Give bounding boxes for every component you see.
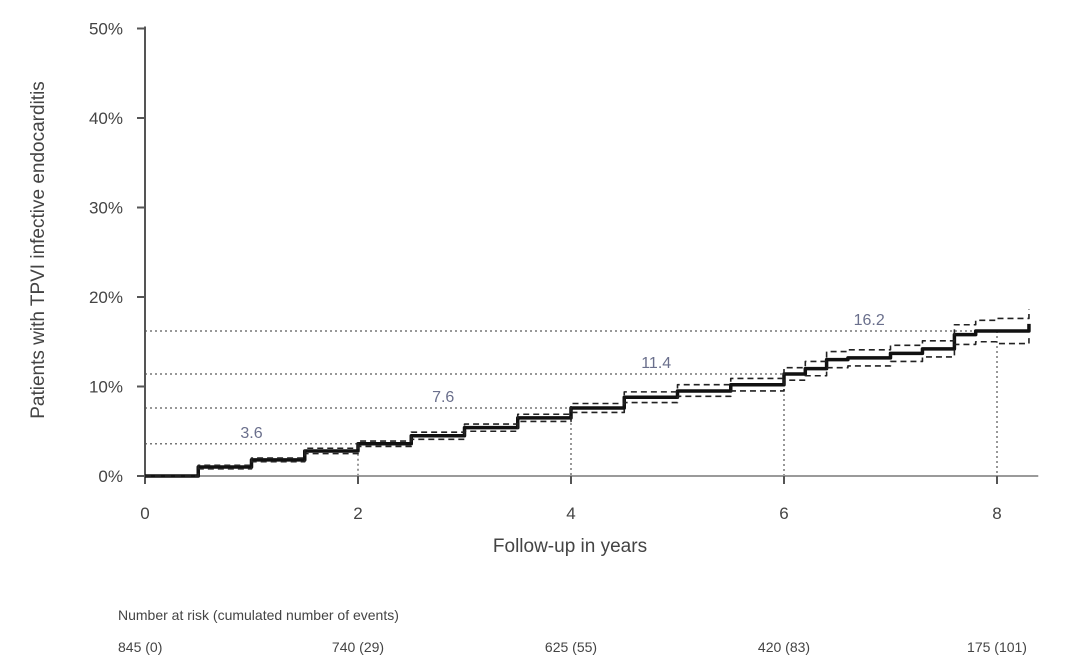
series-layer	[145, 309, 1031, 478]
risk-table-value: 740 (29)	[332, 639, 384, 655]
y-tick-label: 10%	[89, 378, 123, 397]
y-tick-label: 20%	[89, 288, 123, 307]
survival-curve	[145, 323, 1031, 478]
annotation-label: 11.4	[641, 355, 671, 372]
y-tick-label: 40%	[89, 109, 123, 128]
x-axis-title: Follow-up in years	[493, 536, 647, 557]
axes: 0% 10% 20% 30% 40% 50% 0 2 4 6 8	[89, 20, 1039, 523]
y-axis-title: Patients with TPVI infective endocarditi…	[28, 81, 49, 419]
risk-table-value: 420 (83)	[758, 639, 810, 655]
risk-table-value: 175 (101)	[967, 639, 1027, 655]
y-tick-label: 50%	[89, 20, 123, 39]
annotation-label: 3.6	[240, 425, 262, 442]
x-tick-label: 6	[779, 504, 788, 523]
risk-table-value: 625 (55)	[545, 639, 597, 655]
x-tick-label: 2	[353, 504, 362, 523]
risk-table-title: Number at risk (cumulated number of even…	[118, 607, 399, 623]
x-tick-label: 4	[566, 504, 575, 523]
risk-table: 845 (0) 740 (29) 625 (55) 420 (83) 175 (101)	[118, 639, 1027, 655]
annotation-label: 7.6	[432, 389, 454, 406]
risk-table-value: 845 (0)	[118, 639, 162, 655]
annotation-label: 16.2	[854, 312, 885, 329]
ci-line-upper-ci	[145, 309, 1030, 477]
x-tick-label: 0	[140, 504, 149, 523]
x-tick-label: 8	[992, 504, 1001, 523]
y-tick-label: 30%	[89, 199, 123, 218]
y-tick-label: 0%	[98, 467, 123, 486]
ci-line-lower-ci	[145, 338, 1030, 477]
annotation-layer: 3.6 7.6 11.4 16.2	[240, 312, 884, 442]
reference-lines	[145, 330, 998, 476]
